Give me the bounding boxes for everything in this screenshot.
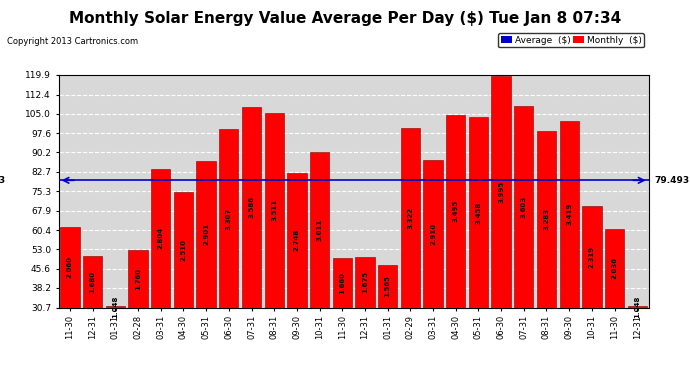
Text: 1.048: 1.048 (112, 296, 119, 318)
Bar (219, 129, 239, 308)
Bar (287, 173, 306, 308)
Text: 3.419: 3.419 (566, 203, 572, 225)
Text: 3.458: 3.458 (475, 201, 482, 223)
Text: 3.307: 3.307 (226, 207, 232, 230)
Bar (197, 161, 216, 308)
Text: 3.283: 3.283 (544, 208, 549, 230)
Bar (628, 306, 647, 308)
Text: 2.510: 2.510 (181, 238, 186, 261)
Bar (310, 152, 329, 308)
Text: 3.495: 3.495 (453, 200, 459, 222)
Text: 3.322: 3.322 (407, 207, 413, 229)
Text: 3.995: 3.995 (498, 180, 504, 203)
Bar (264, 113, 284, 308)
Text: 3.603: 3.603 (521, 196, 526, 218)
Text: Copyright 2013 Cartronics.com: Copyright 2013 Cartronics.com (7, 38, 138, 46)
Bar (333, 258, 352, 308)
Text: 79.493: 79.493 (0, 176, 6, 185)
Bar (401, 128, 420, 308)
Bar (582, 206, 602, 308)
Bar (560, 120, 579, 308)
Text: 1.675: 1.675 (362, 271, 368, 293)
Bar (151, 168, 170, 308)
Text: 79.493: 79.493 (655, 176, 689, 185)
Text: 3.011: 3.011 (317, 219, 323, 241)
Text: 1.660: 1.660 (339, 272, 345, 294)
Text: 2.901: 2.901 (203, 223, 209, 245)
Legend: Average  ($), Monthly  ($): Average ($), Monthly ($) (498, 33, 644, 47)
Text: 1.680: 1.680 (90, 271, 96, 293)
Bar (537, 131, 556, 308)
Bar (446, 115, 465, 308)
Bar (83, 256, 102, 307)
Bar (469, 117, 488, 308)
Bar (174, 192, 193, 308)
Text: 2.804: 2.804 (158, 227, 164, 249)
Text: 3.586: 3.586 (248, 196, 255, 219)
Bar (491, 75, 511, 308)
Bar (424, 160, 443, 308)
Bar (128, 250, 148, 307)
Text: Monthly Solar Energy Value Average Per Day ($) Tue Jan 8 07:34: Monthly Solar Energy Value Average Per D… (69, 11, 621, 26)
Text: 1.760: 1.760 (135, 268, 141, 290)
Bar (60, 226, 79, 308)
Text: 2.036: 2.036 (611, 257, 618, 279)
Text: 2.319: 2.319 (589, 246, 595, 268)
Bar (242, 108, 261, 307)
Text: 3.511: 3.511 (271, 200, 277, 222)
Bar (378, 265, 397, 308)
Bar (106, 306, 125, 308)
Text: 2.748: 2.748 (294, 229, 300, 251)
Text: 1.048: 1.048 (634, 296, 640, 318)
Bar (514, 106, 533, 307)
Bar (605, 228, 624, 308)
Text: 2.060: 2.060 (67, 256, 73, 278)
Text: 1.565: 1.565 (384, 276, 391, 297)
Text: 2.910: 2.910 (430, 223, 436, 245)
Bar (355, 257, 375, 307)
